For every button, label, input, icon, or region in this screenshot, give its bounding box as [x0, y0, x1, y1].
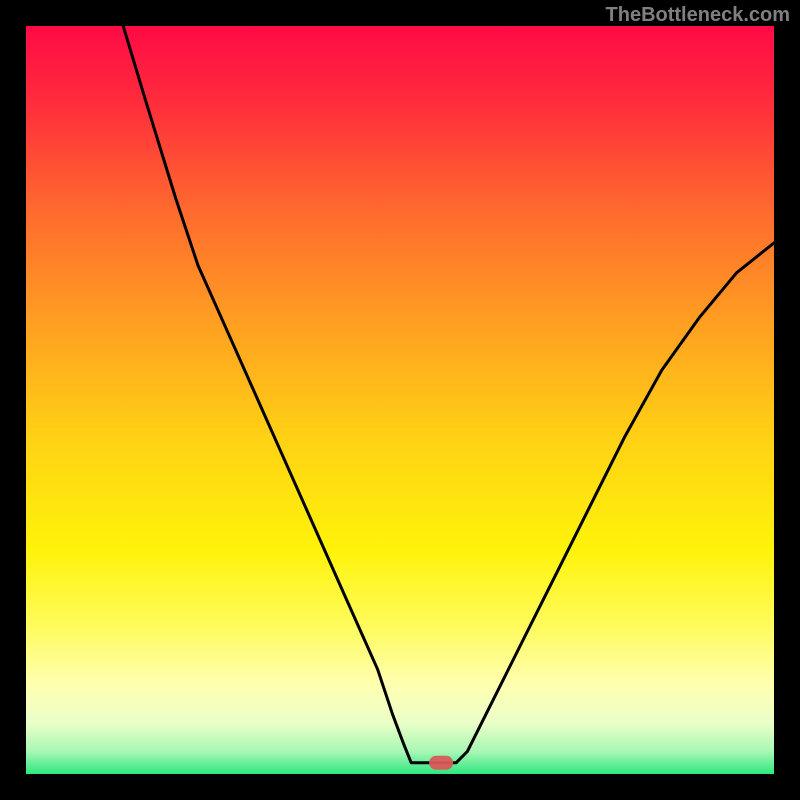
gradient-background — [26, 26, 774, 774]
watermark-text: TheBottleneck.com — [606, 4, 790, 27]
bottleneck-chart — [0, 0, 800, 800]
bottleneck-marker — [429, 756, 453, 770]
chart-container: TheBottleneck.com — [0, 0, 800, 800]
